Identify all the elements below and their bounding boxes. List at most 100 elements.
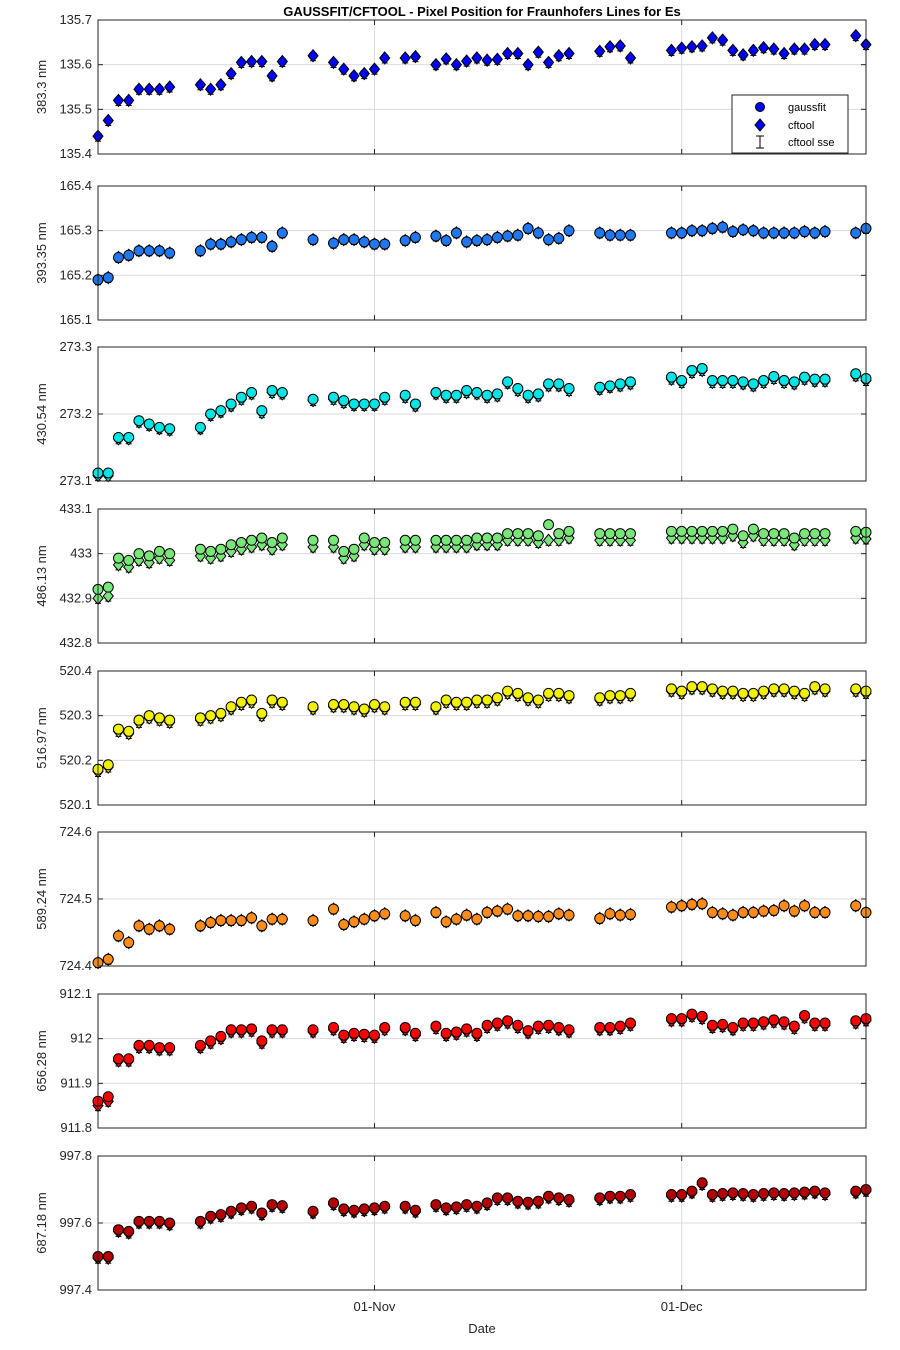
cftool-point [491,537,504,552]
gaussfit-point [235,234,247,246]
gaussfit-point [604,1190,616,1202]
y-tick-label: 911.8 [60,1120,92,1135]
gaussfit-point [461,909,473,921]
gaussfit-point [143,710,155,722]
gaussfit-point [768,1014,780,1026]
gaussfit-point [553,908,565,920]
gaussfit-point [491,388,503,400]
gaussfit-point [399,1022,411,1033]
y-tick-label: 433.1 [59,501,92,516]
gaussfit-point [676,900,688,912]
gaussfit-point [143,245,155,257]
gaussfit-point [553,1022,565,1033]
gaussfit-point [205,710,217,722]
gaussfit-point [481,532,493,544]
gaussfit-point [348,543,360,555]
gaussfit-point [512,229,524,241]
gaussfit-point [686,225,698,237]
gaussfit-point [215,543,227,555]
gaussfit-point [194,1215,206,1227]
gaussfit-point [512,383,524,395]
gaussfit-point [706,375,718,386]
cftool-point [542,55,555,70]
gaussfit-point [543,234,555,246]
gaussfit-point [153,712,165,724]
cftool-point [399,51,411,65]
gaussfit-point [430,1020,442,1032]
cftool-point [143,82,155,97]
cftool-point [501,46,514,61]
gaussfit-point [717,525,729,537]
y-tick-label: 135.5 [59,101,92,116]
gaussfit-point [307,393,319,405]
gaussfit-point [850,1015,862,1027]
y-tick-label: 165.3 [59,223,92,238]
gaussfit-point [235,1202,247,1214]
gaussfit-point [379,391,391,403]
y-axis-label: 393.35 nm [34,222,49,283]
gaussfit-point [440,916,452,928]
cftool-point [788,42,800,56]
cftool-point [276,537,288,552]
gaussfit-point [706,1019,718,1031]
gaussfit-point [123,554,135,566]
cftool-point [194,77,207,92]
y-tick-label: 135.7 [59,12,92,27]
gaussfit-point [502,376,514,388]
gaussfit-point [358,236,370,248]
gaussfit-point [737,376,749,388]
gaussfit-point [471,913,483,925]
legend-cftool-marker [754,118,766,132]
gaussfit-point [502,230,514,242]
y-axis-label: 656.28 nm [34,1030,49,1091]
gaussfit-point [778,1188,790,1200]
gaussfit-point [338,395,350,407]
y-tick-label: 135.4 [59,146,92,161]
cftool-point [225,66,237,81]
gaussfit-point [512,1019,524,1031]
gaussfit-point [194,1039,206,1051]
gaussfit-point [112,552,124,564]
gaussfit-point [543,910,555,922]
gaussfit-point [399,1200,411,1212]
cftool-point [798,42,811,56]
cftool-point [542,533,555,548]
gaussfit-point [328,1197,340,1209]
gaussfit-point [225,1024,237,1036]
gaussfit-point [665,901,677,913]
gaussfit-point [215,405,227,417]
gaussfit-point [409,398,421,410]
gaussfit-point [717,685,729,697]
gaussfit-point [225,236,237,248]
gaussfit-point [676,375,688,386]
gaussfit-point [604,1022,616,1033]
gaussfit-point [799,1009,811,1021]
cftool-point [522,57,534,72]
gaussfit-point [778,227,790,239]
gaussfit-point [102,272,114,284]
gaussfit-point [379,908,391,920]
panel-5: 520.1 520.2 520.3 520.4 516.97 nm [34,663,872,812]
gaussfit-point [328,903,340,915]
y-tick-label: 135.6 [59,57,92,72]
gaussfit-point [368,699,380,710]
cftool-point [686,40,698,54]
gaussfit-point [604,380,616,392]
gaussfit-point [471,1027,483,1039]
cftool-point [256,537,268,552]
gaussfit-point [225,1205,237,1217]
gaussfit-point [153,1042,165,1054]
gaussfit-point [399,389,411,401]
gaussfit-point [481,234,493,246]
gaussfit-point [727,523,739,535]
gaussfit-point [133,920,145,932]
cftool-point [440,52,452,66]
gaussfit-point [747,1189,759,1201]
gaussfit-point [164,923,176,935]
cftool-point [338,551,350,565]
cftool-point [102,113,114,128]
gaussfit-point [799,1186,811,1198]
gaussfit-point [256,1035,268,1047]
gaussfit-point [348,1204,360,1216]
